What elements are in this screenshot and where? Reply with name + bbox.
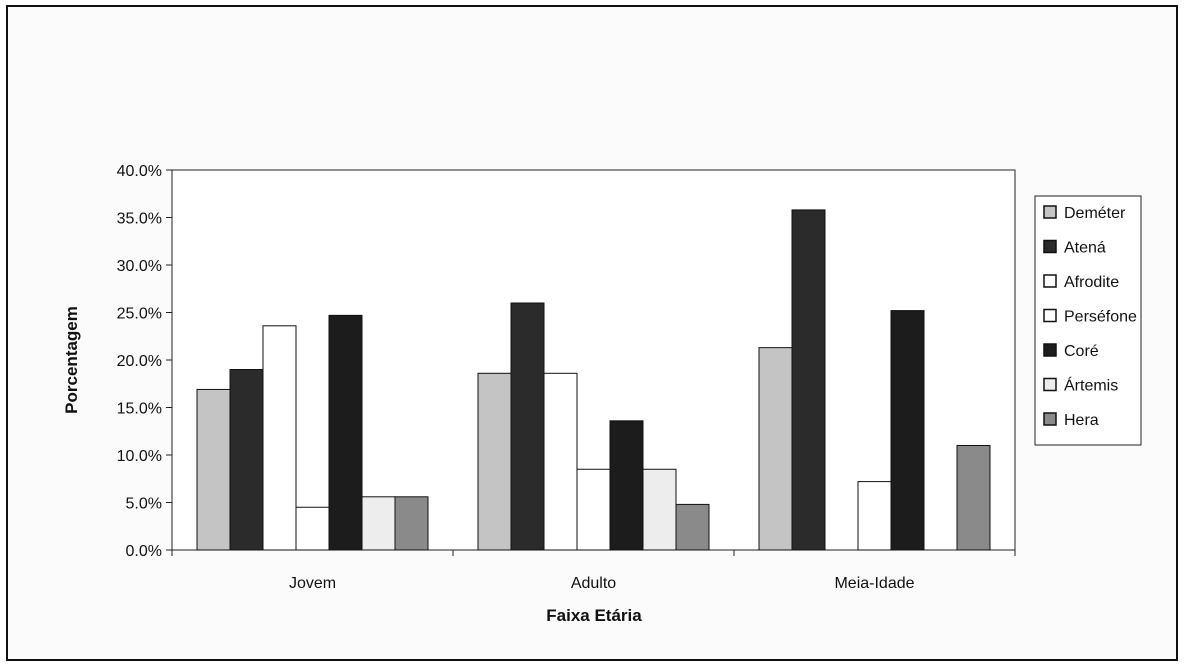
- bar-coré: [890, 310, 925, 551]
- legend-swatch: [1043, 377, 1057, 392]
- bar-hera: [394, 496, 429, 551]
- bar-perséfone: [295, 506, 330, 551]
- legend-label: Afrodite: [1064, 274, 1119, 291]
- bar-atená: [791, 209, 826, 551]
- legend-swatch: [1043, 308, 1057, 323]
- y-tick-label: 35.0%: [117, 211, 162, 228]
- bar-hera: [675, 503, 710, 551]
- y-axis: 0.0% 5.0% 10.0% 15.0% 20.0% 25.0% 30.0% 35.0% 40…: [117, 163, 172, 560]
- legend-swatch: [1043, 343, 1057, 357]
- x-tick-label: Meia-Idade: [834, 575, 914, 592]
- y-tick-label: 15.0%: [117, 401, 162, 418]
- legend: Deméter Atená Afrodite Perséfone Coré Ártemis…: [1034, 195, 1142, 446]
- y-tick-label: 0.0%: [126, 543, 162, 560]
- bar-coré: [328, 314, 363, 551]
- bar-deméter: [477, 372, 512, 551]
- y-tick-label: 10.0%: [117, 448, 162, 465]
- bar-perséfone: [576, 468, 611, 551]
- legend-label: Coré: [1064, 343, 1099, 360]
- legend-swatch: [1043, 274, 1057, 288]
- bar-ártemis: [361, 496, 396, 551]
- bar-afrodite: [262, 325, 297, 551]
- y-tick-label: 5.0%: [126, 496, 162, 513]
- bar-hera: [956, 445, 991, 551]
- legend-label: Hera: [1064, 412, 1099, 429]
- x-axis: Jovem Adulto Meia-Idade: [171, 550, 1016, 592]
- legend-label: Ártemis: [1064, 376, 1118, 395]
- legend-label: Perséfone: [1064, 309, 1137, 326]
- legend-swatch: [1043, 239, 1057, 254]
- legend-label: Deméter: [1064, 205, 1126, 222]
- x-tick-label: Jovem: [289, 575, 336, 592]
- y-axis-title: Porcentagem: [62, 306, 81, 414]
- x-axis-title: Faixa Etária: [546, 606, 642, 625]
- bar-deméter: [758, 347, 793, 551]
- legend-swatch: [1043, 412, 1057, 426]
- y-tick-label: 20.0%: [117, 353, 162, 370]
- bars-group: [196, 209, 991, 551]
- legend-label: Atená: [1064, 240, 1106, 257]
- bar-afrodite: [543, 372, 578, 551]
- bar-atená: [229, 369, 264, 551]
- y-tick-label: 25.0%: [117, 306, 162, 323]
- bar-perséfone: [857, 481, 892, 551]
- bar-atená: [510, 302, 545, 551]
- y-tick-label: 40.0%: [117, 163, 162, 180]
- bar-deméter: [196, 388, 231, 551]
- x-tick-label: Adulto: [571, 575, 616, 592]
- bar-ártemis: [642, 468, 677, 551]
- bar-coré: [609, 420, 644, 551]
- y-tick-label: 30.0%: [117, 258, 162, 275]
- legend-swatch: [1043, 205, 1057, 219]
